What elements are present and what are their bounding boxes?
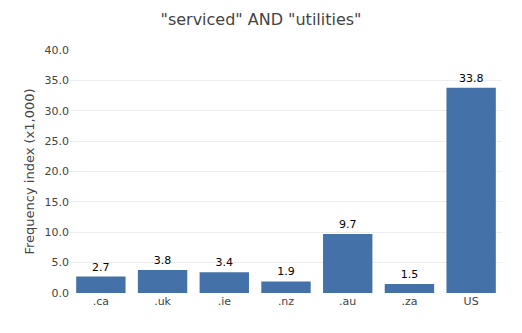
svg-text:"serviced" AND "utilities": "serviced" AND "utilities" — [161, 10, 362, 29]
svg-text:33.8: 33.8 — [459, 72, 484, 85]
svg-text:40.0: 40.0 — [45, 44, 70, 57]
svg-text:.au: .au — [339, 295, 356, 308]
svg-text:10.0: 10.0 — [45, 226, 70, 239]
svg-text:15.0: 15.0 — [45, 196, 70, 209]
svg-text:3.8: 3.8 — [154, 254, 172, 267]
svg-text:.ie: .ie — [218, 295, 232, 308]
svg-text:.za: .za — [401, 295, 417, 308]
svg-text:2.7: 2.7 — [92, 261, 110, 274]
svg-text:3.4: 3.4 — [216, 256, 234, 269]
svg-text:35.0: 35.0 — [45, 74, 70, 87]
svg-text:20.0: 20.0 — [45, 165, 70, 178]
svg-text:30.0: 30.0 — [45, 105, 70, 118]
svg-text:.nz: .nz — [278, 295, 294, 308]
svg-text:1.5: 1.5 — [401, 268, 419, 281]
svg-text:5.0: 5.0 — [52, 256, 70, 269]
svg-text:25.0: 25.0 — [45, 135, 70, 148]
svg-text:Frequency index (x1,000): Frequency index (x1,000) — [22, 88, 37, 254]
svg-text:9.7: 9.7 — [339, 218, 357, 231]
svg-text:.uk: .uk — [154, 295, 171, 308]
svg-text:1.9: 1.9 — [277, 265, 295, 278]
svg-text:.ca: .ca — [93, 295, 109, 308]
svg-text:US: US — [464, 295, 479, 308]
svg-text:0.0: 0.0 — [52, 287, 70, 300]
